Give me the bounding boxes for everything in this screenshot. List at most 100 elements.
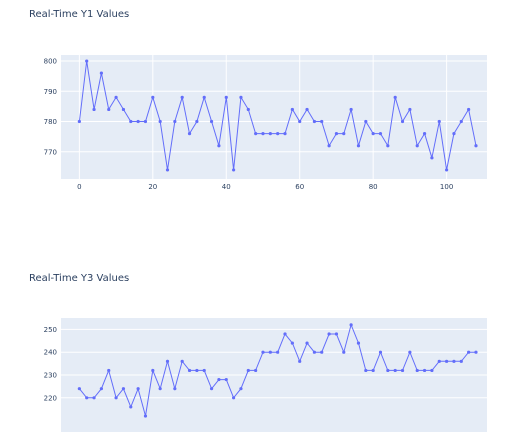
chart-title: Real-Time Y1 Values [29, 9, 130, 20]
data-point [342, 132, 346, 136]
data-point [195, 119, 199, 124]
data-point [261, 350, 265, 354]
data-point [99, 387, 103, 391]
data-point [180, 359, 184, 363]
data-point [320, 350, 324, 354]
data-point [202, 95, 206, 99]
x-tick-label: 40 [222, 183, 231, 191]
data-point [136, 387, 140, 391]
data-point [408, 350, 412, 354]
data-point [305, 341, 309, 345]
data-point [430, 368, 434, 373]
chart-title: Real-Time Y3 Values [29, 273, 130, 284]
y-tick-label: 790 [44, 88, 57, 96]
data-point [467, 107, 471, 112]
data-point [283, 332, 287, 336]
data-point [151, 95, 155, 99]
data-point [85, 59, 89, 63]
data-point [312, 119, 316, 124]
y-tick-label: 800 [44, 58, 57, 66]
data-point [107, 107, 111, 112]
data-point [268, 132, 272, 136]
data-point [400, 119, 405, 124]
data-point [217, 377, 221, 382]
data-point [99, 71, 103, 75]
data-point [408, 107, 412, 112]
data-point [121, 387, 126, 391]
data-point [378, 350, 383, 354]
data-point [386, 144, 390, 148]
data-point [246, 368, 250, 373]
data-point [114, 396, 118, 400]
data-point [202, 368, 206, 373]
data-point [268, 350, 272, 354]
y-tick-label: 250 [44, 326, 57, 334]
data-point [445, 168, 449, 172]
data-point [400, 368, 405, 373]
data-point [422, 132, 427, 136]
data-point [452, 359, 456, 363]
data-point [445, 359, 449, 363]
data-point [459, 119, 463, 124]
data-point [371, 368, 375, 373]
data-point [356, 144, 361, 148]
data-point [143, 119, 148, 124]
data-point [437, 119, 441, 124]
data-point [246, 107, 250, 112]
y-tick-label: 240 [44, 349, 57, 357]
data-point [452, 132, 456, 136]
data-point [422, 368, 427, 373]
data-point [276, 132, 280, 136]
data-point [217, 144, 221, 148]
data-point [232, 396, 236, 400]
data-point [136, 119, 140, 124]
data-point [158, 387, 162, 391]
data-point [298, 359, 302, 363]
data-point [386, 368, 390, 373]
data-point [92, 107, 96, 112]
data-point [92, 396, 96, 400]
data-point [349, 323, 353, 327]
data-point [107, 368, 111, 373]
chart-y1-plot: 0 20 40 60 80 100 770 780 790 800 [44, 55, 487, 191]
data-point [165, 168, 170, 172]
plot-area [61, 55, 487, 179]
x-tick-label: 60 [295, 183, 304, 191]
data-point [85, 396, 89, 400]
data-point [195, 368, 199, 373]
data-point [180, 95, 184, 99]
data-point [239, 387, 243, 391]
data-point [349, 107, 353, 112]
data-point [143, 414, 148, 418]
data-point [393, 95, 397, 99]
data-point [356, 341, 361, 345]
data-point [364, 368, 368, 373]
data-point [283, 132, 287, 136]
data-point [342, 350, 346, 354]
data-point [187, 132, 192, 136]
x-tick-label: 100 [440, 183, 453, 191]
data-point [437, 359, 441, 363]
data-point [290, 107, 294, 112]
data-point [393, 368, 397, 373]
data-point [187, 368, 192, 373]
data-point [290, 341, 294, 345]
data-point [77, 387, 81, 391]
x-tick-label: 0 [77, 183, 81, 191]
data-point [239, 95, 243, 99]
data-point [459, 359, 463, 363]
data-point [254, 132, 258, 136]
y-tick-label: 220 [44, 394, 57, 402]
data-point [261, 132, 265, 136]
data-point [312, 350, 316, 354]
data-point [224, 95, 228, 99]
data-point [320, 119, 324, 124]
data-point [430, 156, 434, 160]
data-point [209, 387, 214, 391]
data-point [467, 350, 471, 354]
data-point [224, 377, 228, 382]
y-tick-label: 770 [44, 148, 57, 156]
y-tick-label: 780 [44, 118, 57, 126]
data-point [114, 95, 118, 99]
data-point [165, 359, 170, 363]
